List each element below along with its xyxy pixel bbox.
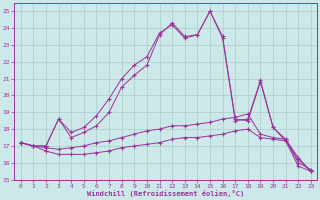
X-axis label: Windchill (Refroidissement éolien,°C): Windchill (Refroidissement éolien,°C) [87, 190, 244, 197]
